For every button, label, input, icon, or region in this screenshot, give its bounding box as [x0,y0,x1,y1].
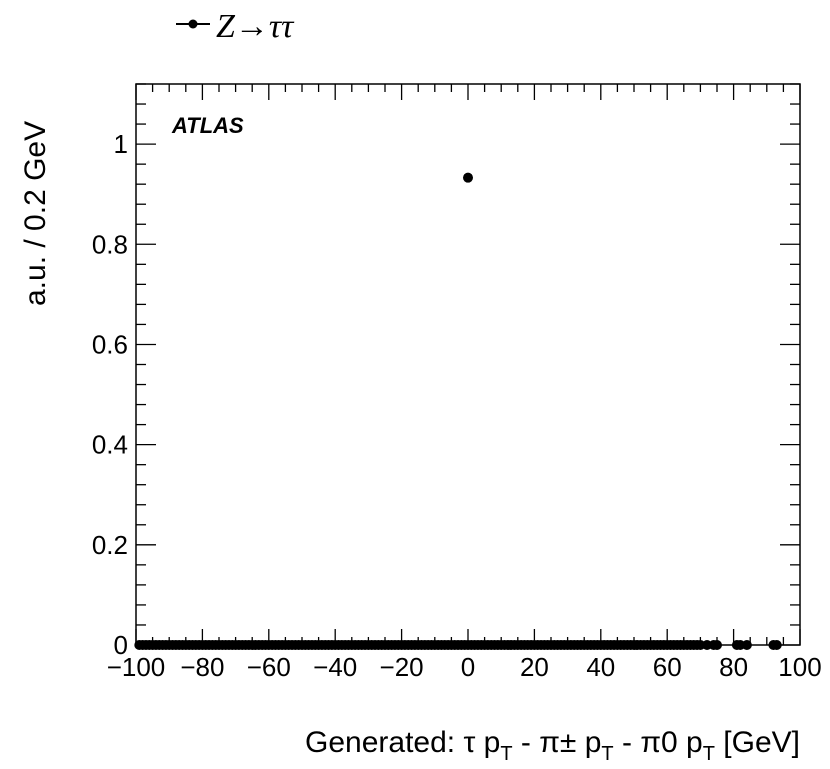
baseline-point [712,640,722,650]
axis-ticks [135,83,801,646]
x-title-prefix: Generated: [305,726,463,759]
data-points [134,172,782,650]
y-tick-label: 0.6 [92,329,128,359]
x-tick-label: 20 [520,652,549,682]
x-tick-label: 100 [778,652,821,682]
y-axis-title: a.u. / 0.2 GeV [19,121,52,306]
x-tick-label: 80 [719,652,748,682]
x-tick-label: 40 [586,652,615,682]
x-axis-title: Generated: τ pT - π± pT - π0 pT [GeV] [305,726,800,765]
x-tick-label: −60 [247,652,291,682]
atlas-label: ATLAS [171,113,244,138]
plot-frame [135,83,801,646]
y-tick-label: 0.4 [92,430,128,460]
baseline-point [771,640,782,650]
legend-marker [188,19,198,29]
x-tick-label: 60 [653,652,682,682]
peak-point [463,172,473,183]
x-tick-label: −80 [180,652,224,682]
x-tick-label: −20 [380,652,424,682]
y-tick-label: 0 [114,630,128,660]
x-tick-labels: −100 −80 −60 −40 −20 0 20 40 60 80 100 [107,652,822,682]
x-title-pi-charged: π± [539,726,576,759]
x-tick-label: −40 [313,652,357,682]
x-tick-label: 0 [461,652,475,682]
baseline-point [741,640,752,650]
y-tick-label: 1 [114,129,128,159]
legend: Z→ττ [176,8,295,45]
x-title-tau: τ [463,726,475,759]
y-tick-labels: 0 0.2 0.4 0.6 0.8 1 [92,129,128,660]
x-title-pi-neutral: π0 [640,726,677,759]
y-tick-label: 0.8 [92,229,128,259]
x-tick-label: −100 [107,652,166,682]
legend-label: Z→ττ [216,8,295,45]
y-tick-label: 0.2 [92,530,128,560]
